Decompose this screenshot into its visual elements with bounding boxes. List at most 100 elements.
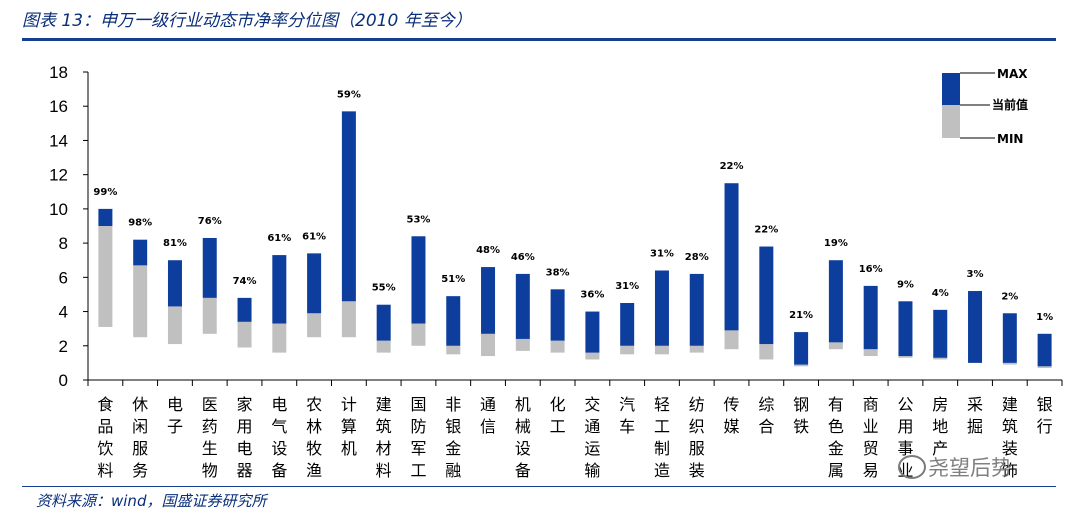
category-label: 钢铁	[793, 395, 809, 436]
bar-low-segment	[654, 345, 669, 355]
legend-current-label: 当前值	[992, 97, 1028, 112]
category-label: 家用电器	[237, 395, 253, 480]
bar-high-segment	[133, 239, 148, 266]
category-label: 汽车	[619, 395, 635, 436]
bar-high-segment	[724, 183, 739, 331]
category-label: 有色金属	[828, 395, 844, 480]
y-tick-label: 2	[59, 337, 68, 356]
percentile-label: 51%	[441, 274, 465, 285]
bar-low-segment	[585, 352, 600, 360]
bar-low-segment	[550, 340, 565, 353]
legend-low-swatch	[942, 105, 960, 138]
category-label: 建筑装饰	[1002, 395, 1018, 480]
percentile-label: 38%	[546, 267, 570, 278]
category-label: 电气设备	[271, 395, 287, 480]
bar-high-segment	[272, 255, 287, 324]
bar-low-segment	[376, 340, 391, 353]
bar-high-segment	[585, 311, 600, 353]
category-label: 国防军工	[410, 395, 426, 480]
title-rule	[22, 38, 1056, 41]
percentile-label: 53%	[406, 214, 430, 225]
category-label: 传媒	[724, 395, 740, 436]
percentile-label: 98%	[128, 218, 152, 229]
bar-low-segment	[689, 345, 704, 353]
bar-low-segment	[272, 323, 287, 353]
watermark: 尧望后势	[928, 456, 1012, 480]
bar-high-segment	[376, 304, 391, 341]
bar-high-segment	[689, 273, 704, 346]
category-label: 非银金融	[445, 395, 461, 480]
bar-high-segment	[202, 237, 217, 298]
bar-low-segment	[759, 344, 774, 360]
bar-high-segment	[237, 297, 252, 322]
percentile-label: 1%	[1036, 312, 1053, 323]
chart-axes: 0 2 4 6 8 10 12 14 16 18	[49, 63, 1063, 390]
category-label: 交通运输	[584, 395, 600, 480]
bar-low-segment	[237, 321, 252, 348]
bar-high-segment	[515, 273, 530, 339]
y-tick-label: 10	[49, 200, 68, 219]
bar-low-segment	[515, 338, 530, 351]
y-tick-label: 14	[49, 131, 68, 150]
chart-legend: MAX 当前值 MIN	[942, 67, 1028, 146]
legend-min-label: MIN	[997, 132, 1023, 146]
bar-low-segment	[202, 297, 217, 334]
y-tick-label: 0	[59, 371, 68, 390]
bar-high-segment	[933, 309, 948, 358]
percentile-label: 3%	[967, 269, 984, 280]
percentile-label: 16%	[859, 264, 883, 275]
percentile-label: 74%	[233, 276, 257, 287]
percentile-label: 81%	[163, 238, 187, 249]
percentile-label: 36%	[580, 290, 604, 301]
bar-low-segment	[167, 306, 182, 345]
percentile-label: 99%	[93, 187, 117, 198]
category-label: 医药生物	[202, 395, 218, 480]
bar-low-segment	[1037, 366, 1052, 369]
category-label: 房地产	[932, 395, 948, 458]
bar-low-segment	[446, 345, 461, 355]
category-label: 通信	[480, 395, 496, 436]
category-label: 休闲服务	[132, 395, 148, 480]
bar-high-segment	[1037, 333, 1052, 367]
category-label: 银行	[1037, 395, 1053, 436]
bar-high-segment	[794, 332, 809, 365]
category-label: 纺织服装	[689, 395, 705, 480]
bar-high-segment	[968, 291, 983, 363]
percentile-label: 31%	[650, 248, 674, 259]
bar-high-segment	[167, 260, 182, 307]
bar-low-segment	[1002, 362, 1017, 365]
bar-low-segment	[481, 333, 496, 357]
category-label: 食品饮料	[97, 395, 113, 480]
percentile-label: 46%	[511, 252, 535, 263]
bar-high-segment	[620, 303, 635, 346]
bar-low-segment	[133, 265, 148, 338]
bar-high-segment	[98, 208, 113, 226]
y-tick-label: 18	[49, 63, 68, 82]
percentile-label: 9%	[897, 279, 914, 290]
percentile-label: 61%	[302, 231, 326, 242]
y-tick-label: 8	[59, 234, 68, 253]
bar-high-segment	[863, 285, 878, 350]
bar-high-segment	[411, 236, 426, 324]
percentile-label: 2%	[1001, 291, 1018, 302]
bar-high-segment	[1002, 313, 1017, 363]
bar-low-segment	[898, 356, 913, 358]
percentile-label: 55%	[372, 283, 396, 294]
bar-high-segment	[307, 253, 322, 314]
y-tick-label: 12	[49, 166, 68, 185]
category-label: 商业贸易	[863, 395, 879, 480]
percentile-label: 4%	[932, 288, 949, 299]
bar-low-segment	[411, 323, 426, 346]
bar-low-segment	[98, 226, 113, 327]
category-label: 建筑材料	[376, 395, 392, 480]
source-note: 资料来源：wind，国盛证券研究所	[36, 492, 267, 510]
bar-low-segment	[341, 301, 356, 338]
category-label: 化工	[550, 395, 566, 436]
percentile-label: 28%	[685, 252, 709, 263]
percentile-label: 31%	[615, 281, 639, 292]
legend-max-label: MAX	[997, 67, 1028, 81]
legend-high-swatch	[942, 73, 960, 105]
bar-high-segment	[481, 267, 496, 334]
category-label: 采掘	[967, 395, 983, 436]
